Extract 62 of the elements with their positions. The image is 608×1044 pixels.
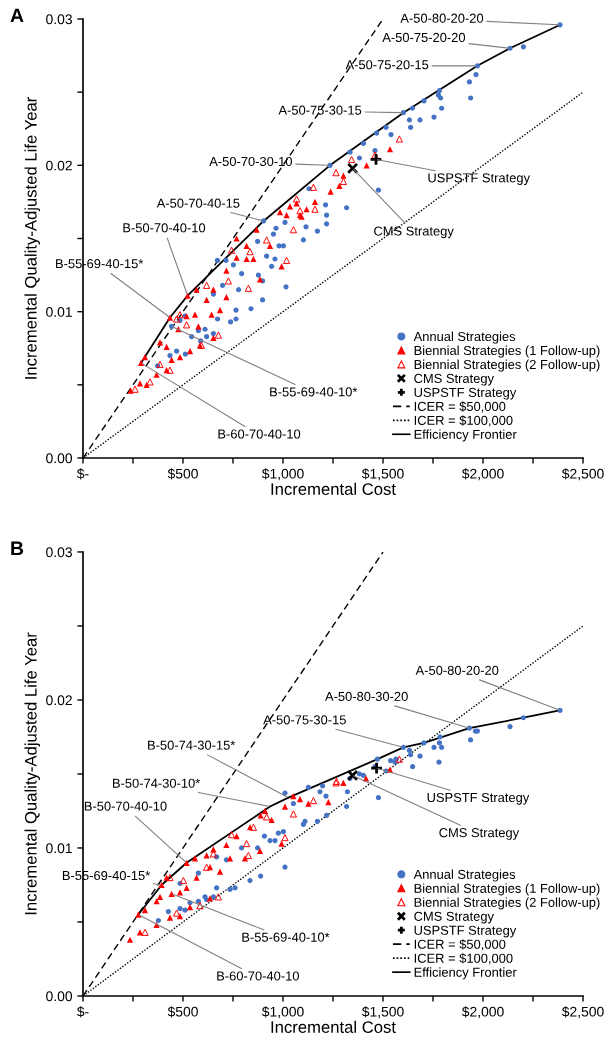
annotation: A-50-80-20-20 — [415, 665, 499, 675]
x-tick-label: $1,500 — [361, 468, 404, 481]
x-tick-label: $1,000 — [261, 1006, 304, 1019]
legend-label: Efficiency Frontier — [414, 429, 517, 442]
x-tick-label: $2,500 — [561, 1006, 604, 1019]
annotation: A-50-70-40-15 — [156, 198, 240, 208]
legend-label: Biennial Strategies (1 Follow-up) — [414, 883, 600, 896]
legend-label: ICER = $100,000 — [414, 953, 513, 965]
annotation: A-50-80-20-20 — [400, 13, 484, 23]
x-tick-label: $500 — [167, 468, 198, 480]
x-tick-label: $2,500 — [561, 468, 604, 481]
annotation: A-50-75-20-15 — [345, 60, 429, 70]
legend-label: ICER = $50,000 — [414, 939, 506, 951]
y-tick-label: 0.01 — [46, 307, 72, 317]
annotation: USPSTF Strategy — [428, 173, 531, 185]
legend-label: ICER = $100,000 — [414, 415, 513, 427]
annotation: B-55-69-40-10* — [270, 387, 358, 397]
legend-label: Biennial Strategies (1 Follow-up) — [414, 345, 600, 358]
legend-label: Efficiency Frontier — [414, 967, 517, 980]
annotation: A-50-75-30-15 — [278, 105, 362, 115]
x-tick-label: $2,000 — [461, 468, 504, 481]
y-tick-label: 0.01 — [46, 843, 72, 854]
x-tick-label: $1,000 — [261, 468, 304, 481]
chart-title: A — [10, 8, 24, 23]
legend-label: Biennial Strategies (2 Follow-up) — [414, 359, 600, 372]
legend-label: USPSTF Strategy — [414, 925, 517, 938]
y-tick-label: 0.02 — [46, 160, 72, 171]
y-axis-title: Incremental Quality-Adjusted Life Year — [24, 97, 40, 379]
x-axis-title: Incremental Cost — [271, 482, 396, 495]
y-tick-label: 0.03 — [46, 14, 72, 25]
y-tick-label: 0.00 — [46, 453, 73, 464]
annotation: A-50-75-30-15 — [263, 715, 346, 725]
annotation: B-60-70-40-10 — [217, 971, 299, 981]
annotation: B-55-69-40-10* — [242, 932, 330, 942]
y-tick-label: 0.03 — [46, 547, 72, 558]
y-tick-label: 0.00 — [46, 991, 73, 1002]
legend-label: Annual Strategies — [413, 869, 516, 882]
legend-label: CMS Strategy — [414, 373, 494, 386]
annotation: USPSTF Strategy — [427, 792, 530, 805]
annotation: B-50-70-40-10 — [84, 801, 167, 811]
x-tick-label: $500 — [167, 1006, 198, 1018]
x-axis-title: Incremental Cost — [271, 1020, 396, 1033]
y-axis-title: Incremental Quality-Adjusted Life Year — [24, 632, 40, 915]
annotation: B-50-74-30-15* — [148, 740, 236, 750]
legend-label: Biennial Strategies (2 Follow-up) — [414, 897, 600, 910]
chart-title: B — [11, 541, 24, 555]
annotation: CMS Strategy — [374, 226, 454, 239]
x-tick-label: $- — [76, 468, 89, 480]
legend-label: CMS Strategy — [414, 911, 494, 924]
annotation: A-50-80-30-20 — [325, 691, 408, 701]
legend-label: ICER = $50,000 — [414, 401, 506, 413]
x-tick-label: $- — [76, 1006, 89, 1018]
x-tick-label: $1,500 — [361, 1006, 404, 1019]
x-tick-label: $2,000 — [461, 1006, 504, 1019]
annotation: B-50-74-30-10* — [113, 778, 201, 788]
legend-label: Annual Strategies — [413, 331, 516, 344]
annotation: CMS Strategy — [439, 828, 520, 840]
annotation: B-50-70-40-10 — [123, 223, 206, 233]
annotation: A-50-75-20-20 — [382, 32, 466, 43]
legend-label: USPSTF Strategy — [414, 387, 517, 400]
y-tick-label: 0.02 — [46, 695, 72, 706]
annotation: B-60-70-40-10 — [218, 429, 301, 439]
